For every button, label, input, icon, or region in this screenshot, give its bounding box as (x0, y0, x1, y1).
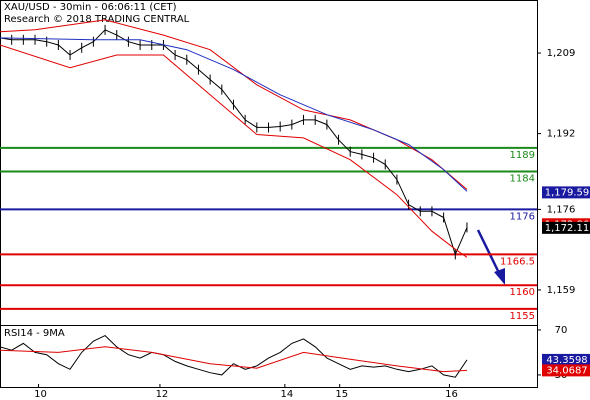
series-line (0, 346, 468, 373)
y-tick-label: 70 (555, 325, 568, 336)
x-tick-label: 14 (280, 389, 293, 400)
x-tick-label: 16 (445, 389, 458, 400)
price-label-box (542, 186, 590, 199)
price-label: 34.0687 (546, 365, 587, 376)
y-tick-label: 1,159 (547, 285, 576, 296)
series-line (0, 334, 468, 378)
y-tick-label: 1,176 (547, 204, 576, 215)
y-tick-label: 1,192 (547, 129, 576, 140)
series-line (0, 44, 468, 258)
level-label: 1166.5 (500, 256, 535, 267)
level-label: 1160 (510, 287, 535, 298)
x-tick-label: 15 (335, 389, 348, 400)
level-label: 1184 (510, 174, 535, 185)
series-line (0, 37, 468, 192)
level-label: 1155 (510, 311, 535, 322)
level-label: 1176 (510, 211, 535, 222)
series-line (0, 29, 468, 256)
y-tick-label: 1,209 (547, 48, 576, 59)
level-label: 1189 (510, 150, 535, 161)
forecast-arrow (476, 229, 505, 285)
rsi-title: RSI14 - 9MA (4, 328, 65, 339)
price-label-box (542, 364, 590, 377)
price-label: 1,172.11 (545, 223, 590, 234)
chart-title: XAU/USD - 30min - 06:06:11 (CET) (4, 2, 177, 13)
price-label: 1,179.59 (545, 187, 590, 198)
price-label-box (542, 221, 590, 234)
chart-subtitle: Research © 2018 TRADING CENTRAL (4, 14, 190, 25)
frame (0, 0, 538, 388)
x-tick-label: 12 (156, 389, 169, 400)
price-label: 43.3598 (546, 355, 587, 366)
x-tick-label: 10 (34, 389, 47, 400)
series-line (0, 19, 468, 190)
price-label-box (542, 353, 590, 366)
